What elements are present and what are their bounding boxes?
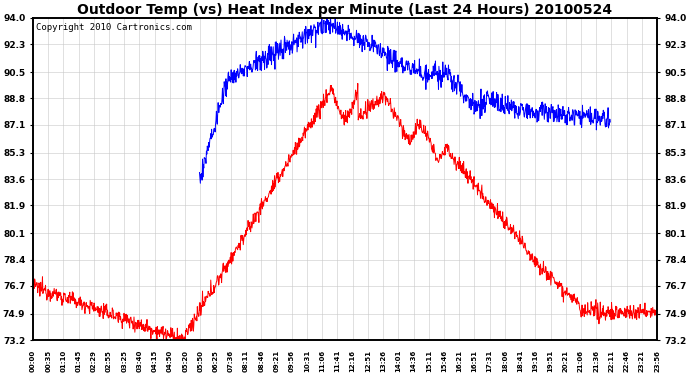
Text: Copyright 2010 Cartronics.com: Copyright 2010 Cartronics.com — [36, 23, 192, 32]
Title: Outdoor Temp (vs) Heat Index per Minute (Last 24 Hours) 20100524: Outdoor Temp (vs) Heat Index per Minute … — [77, 3, 613, 17]
